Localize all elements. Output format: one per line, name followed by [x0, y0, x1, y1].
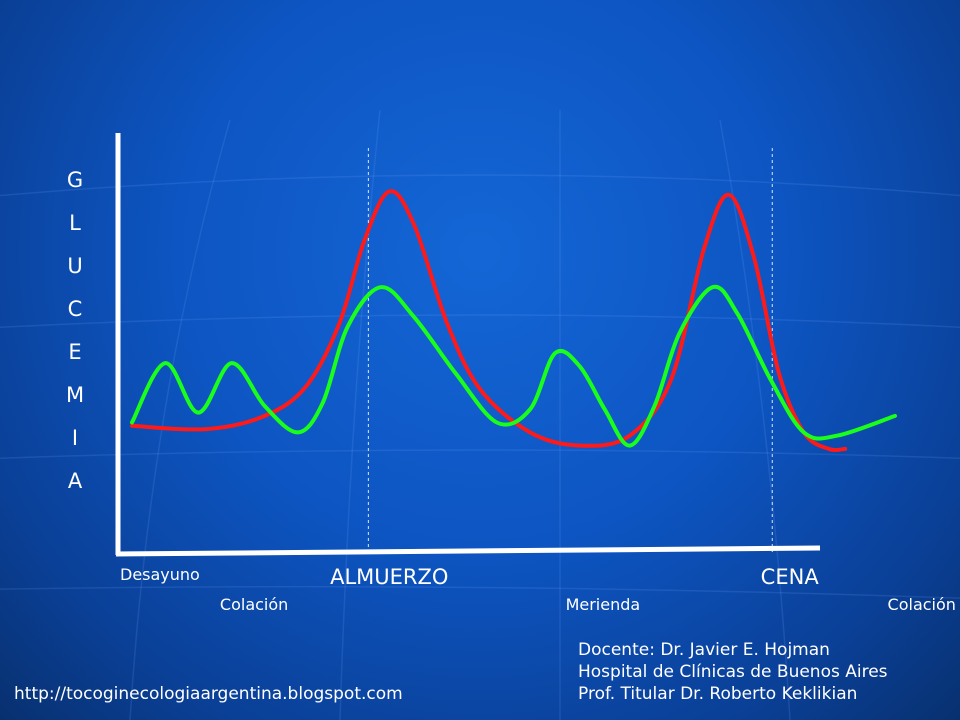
blog-url: http://tocoginecologiaargentina.blogspot…	[14, 684, 403, 704]
background-line	[0, 314, 960, 329]
meal-label-cena: CENA	[760, 565, 819, 589]
y-axis-label-letter: M	[65, 383, 85, 407]
green-glucose-curve	[130, 284, 897, 448]
red-glucose-curve	[130, 189, 848, 453]
y-axis-label-letter: E	[68, 340, 82, 364]
meal-label-almuerzo: ALMUERZO	[330, 565, 449, 589]
y-axis-label-letter: G	[66, 168, 84, 192]
credit-docente: Docente: Dr. Javier E. Hojman	[578, 640, 830, 660]
credit-hospital: Hospital de Clínicas de Buenos Aires	[578, 662, 888, 682]
meal-label-colacion2: Colación	[887, 595, 956, 614]
credit-profesor: Prof. Titular Dr. Roberto Keklikian	[578, 684, 858, 704]
meal-label-merienda: Merienda	[565, 595, 641, 614]
background-line	[0, 174, 960, 197]
y-axis-label-letter: I	[71, 426, 79, 450]
meal-label-colacion1: Colación	[219, 595, 289, 614]
background-line	[0, 585, 960, 599]
background-line	[0, 449, 960, 459]
y-axis-label-letter: U	[67, 254, 83, 278]
background-line	[339, 109, 381, 720]
background-line	[129, 119, 231, 720]
y-axis-label-letter: A	[67, 469, 83, 493]
y-axis-label-letter: C	[67, 297, 83, 321]
y-axis-label-letter: L	[69, 211, 81, 235]
x-axis	[115, 545, 821, 557]
meal-label-desayuno: Desayuno	[120, 565, 200, 584]
